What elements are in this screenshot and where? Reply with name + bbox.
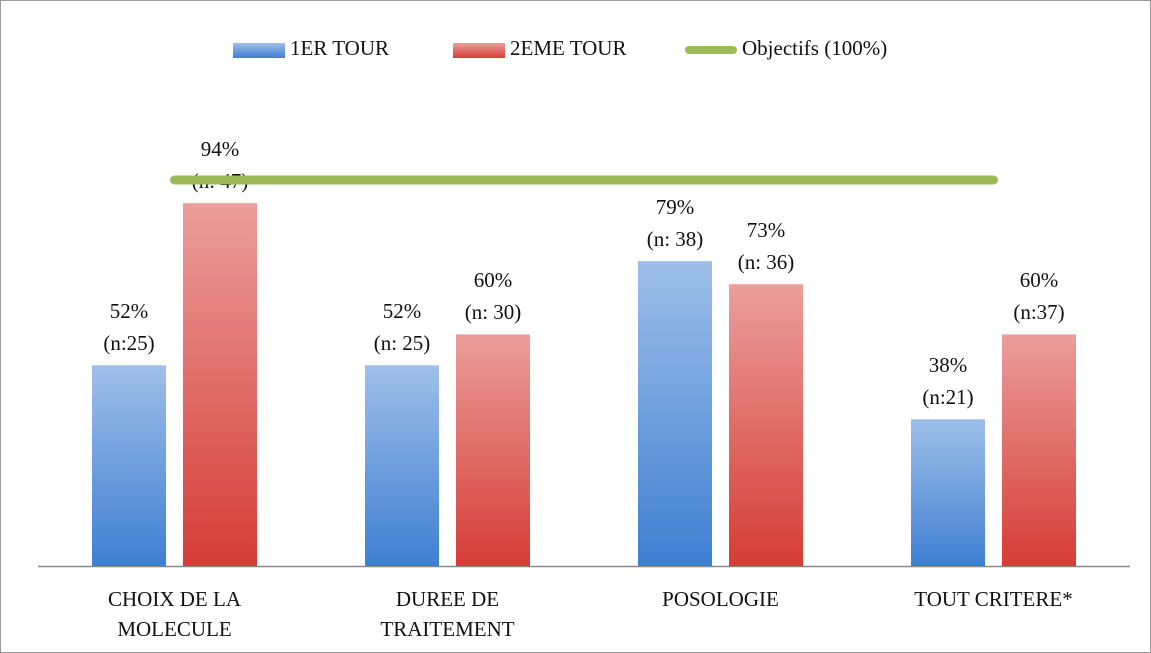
bar bbox=[1002, 334, 1076, 566]
legend-label: 2EME TOUR bbox=[510, 36, 626, 60]
bar bbox=[456, 334, 530, 566]
legend-label: Objectifs (100%) bbox=[742, 36, 887, 60]
bar bbox=[729, 284, 803, 566]
data-label: 79% bbox=[656, 195, 695, 219]
data-label: 52% bbox=[383, 299, 422, 323]
bar bbox=[365, 365, 439, 566]
bar bbox=[183, 203, 257, 566]
bar bbox=[638, 261, 712, 566]
legend-swatch bbox=[453, 43, 505, 58]
data-label: 73% bbox=[747, 218, 786, 242]
legend-label: 1ER TOUR bbox=[290, 36, 389, 60]
data-label: 52% bbox=[110, 299, 149, 323]
x-tick-label: CHOIX DE LA MOLECULE bbox=[108, 587, 242, 641]
data-label: 94% bbox=[201, 137, 240, 161]
data-label: (n: 36) bbox=[738, 250, 795, 274]
data-label: (n:25) bbox=[103, 331, 154, 355]
bar bbox=[911, 419, 985, 566]
legend-swatch bbox=[233, 43, 285, 58]
data-label: (n:21) bbox=[922, 385, 973, 409]
x-tick-label: TOUT CRITERE* bbox=[914, 587, 1072, 611]
x-tick-label: DUREE DE TRAITEMENT bbox=[380, 587, 514, 641]
data-label: 60% bbox=[1020, 268, 1059, 292]
x-tick-label: POSOLOGIE bbox=[662, 587, 779, 611]
data-label: 60% bbox=[474, 268, 513, 292]
data-label: 38% bbox=[929, 353, 968, 377]
data-label: (n:37) bbox=[1013, 300, 1064, 324]
data-label: (n: 25) bbox=[374, 331, 431, 355]
data-label: (n: 38) bbox=[647, 227, 704, 251]
bar bbox=[92, 365, 166, 566]
data-label: (n: 30) bbox=[465, 300, 522, 324]
